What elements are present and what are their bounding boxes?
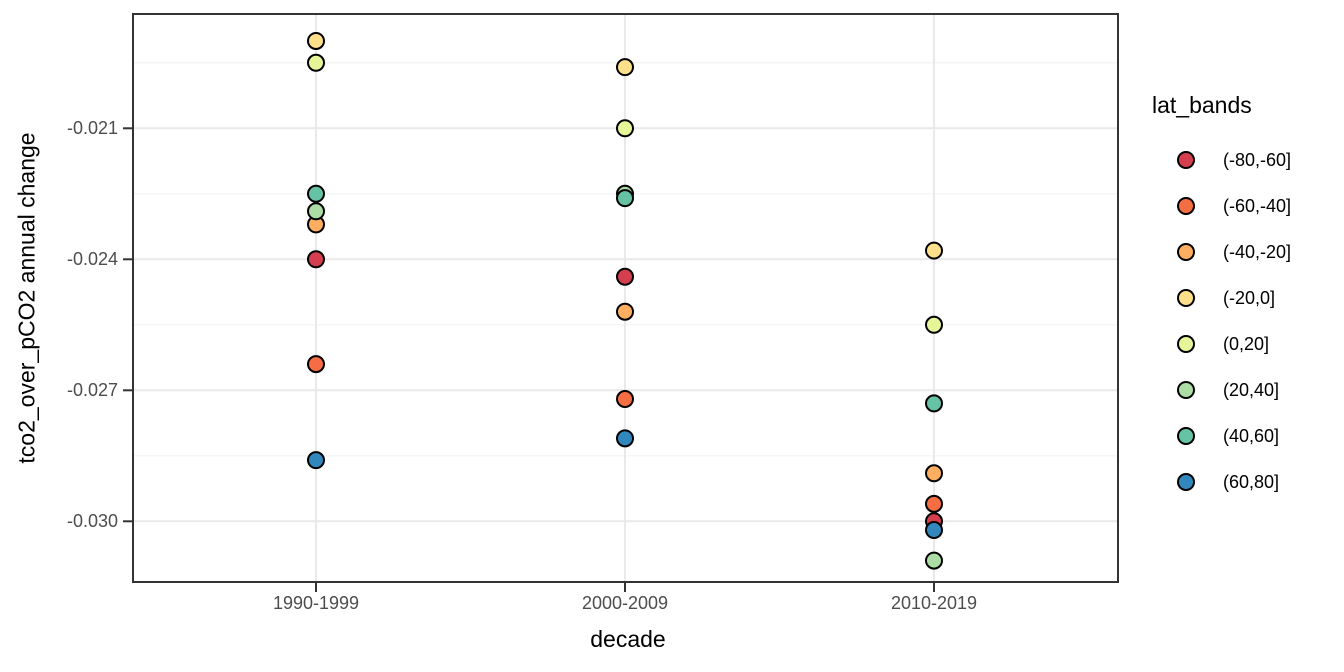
legend-item-label: (-80,-60] bbox=[1223, 149, 1292, 170]
legend-key-icon bbox=[1177, 427, 1195, 445]
y-tick-label: -0.021 bbox=[66, 117, 118, 138]
y-axis-title: tco2_over_pCO2 annual change bbox=[13, 132, 40, 464]
data-point-2000-2009 bbox=[616, 267, 634, 286]
legend-key-icon bbox=[1177, 289, 1195, 307]
legend-item-label: (20,40] bbox=[1223, 379, 1280, 400]
legend-item-label: (-60,-40] bbox=[1223, 195, 1292, 216]
data-point-1990-1999 bbox=[307, 31, 325, 50]
legend-item: (-40,-20] bbox=[1150, 229, 1344, 275]
data-point-1990-1999 bbox=[307, 355, 325, 374]
data-point-2010-2019 bbox=[925, 315, 943, 334]
y-tick-label: -0.024 bbox=[66, 248, 118, 269]
panel-border bbox=[132, 13, 1119, 583]
data-point-1990-1999 bbox=[307, 451, 325, 470]
legend-item: (20,40] bbox=[1150, 367, 1344, 413]
legend-key-icon bbox=[1177, 151, 1195, 169]
legend: lat_bands (-80,-60] (-60,-40] (-40,-20] (-2… bbox=[1150, 92, 1344, 505]
legend-item: (0,20] bbox=[1150, 321, 1344, 367]
legend-item-label: (40,60] bbox=[1223, 425, 1280, 446]
data-point-2010-2019 bbox=[925, 494, 943, 513]
data-point-2000-2009 bbox=[616, 429, 634, 448]
legend-key-icon bbox=[1177, 473, 1195, 491]
legend-item: (-60,-40] bbox=[1150, 183, 1344, 229]
legend-item-label: (60,80] bbox=[1223, 471, 1280, 492]
legend-item: (-80,-60] bbox=[1150, 137, 1344, 183]
data-point-1990-1999 bbox=[307, 53, 325, 72]
legend-key-icon bbox=[1177, 381, 1195, 399]
legend-key-icon bbox=[1177, 197, 1195, 215]
y-tick-label: -0.027 bbox=[66, 379, 118, 400]
y-tick-label: -0.030 bbox=[66, 510, 118, 531]
legend-item: (40,60] bbox=[1150, 413, 1344, 459]
x-axis-title: decade bbox=[590, 626, 666, 652]
legend-title: lat_bands bbox=[1152, 92, 1252, 118]
data-point-2010-2019 bbox=[925, 521, 943, 540]
legend-item: (-20,0] bbox=[1150, 275, 1344, 321]
data-point-2000-2009 bbox=[616, 58, 634, 77]
legend-key-icon bbox=[1177, 243, 1195, 261]
data-point-2000-2009 bbox=[616, 302, 634, 321]
data-point-2010-2019 bbox=[925, 464, 943, 483]
legend-item-label: (0,20] bbox=[1223, 333, 1270, 354]
legend-item: (60,80] bbox=[1150, 459, 1344, 505]
legend-item-label: (-40,-20] bbox=[1223, 241, 1292, 262]
data-point-2010-2019 bbox=[925, 551, 943, 570]
data-point-1990-1999 bbox=[307, 202, 325, 221]
data-point-2010-2019 bbox=[925, 394, 943, 413]
x-tick-label: 1990-1999 bbox=[272, 593, 360, 613]
legend-key-icon bbox=[1177, 335, 1195, 353]
data-point-1990-1999 bbox=[307, 250, 325, 269]
data-point-2010-2019 bbox=[925, 241, 943, 260]
data-point-1990-1999 bbox=[307, 184, 325, 203]
legend-item-label: (-20,0] bbox=[1223, 287, 1276, 308]
data-point-2000-2009 bbox=[616, 390, 634, 409]
x-tick-label: 2000-2009 bbox=[581, 593, 669, 613]
legend-items: (-80,-60] (-60,-40] (-40,-20] (-20,0] (0,20]… bbox=[1150, 137, 1344, 505]
data-point-2000-2009 bbox=[616, 189, 634, 208]
data-point-2000-2009 bbox=[616, 119, 634, 138]
x-tick-label: 2010-2019 bbox=[890, 593, 978, 613]
